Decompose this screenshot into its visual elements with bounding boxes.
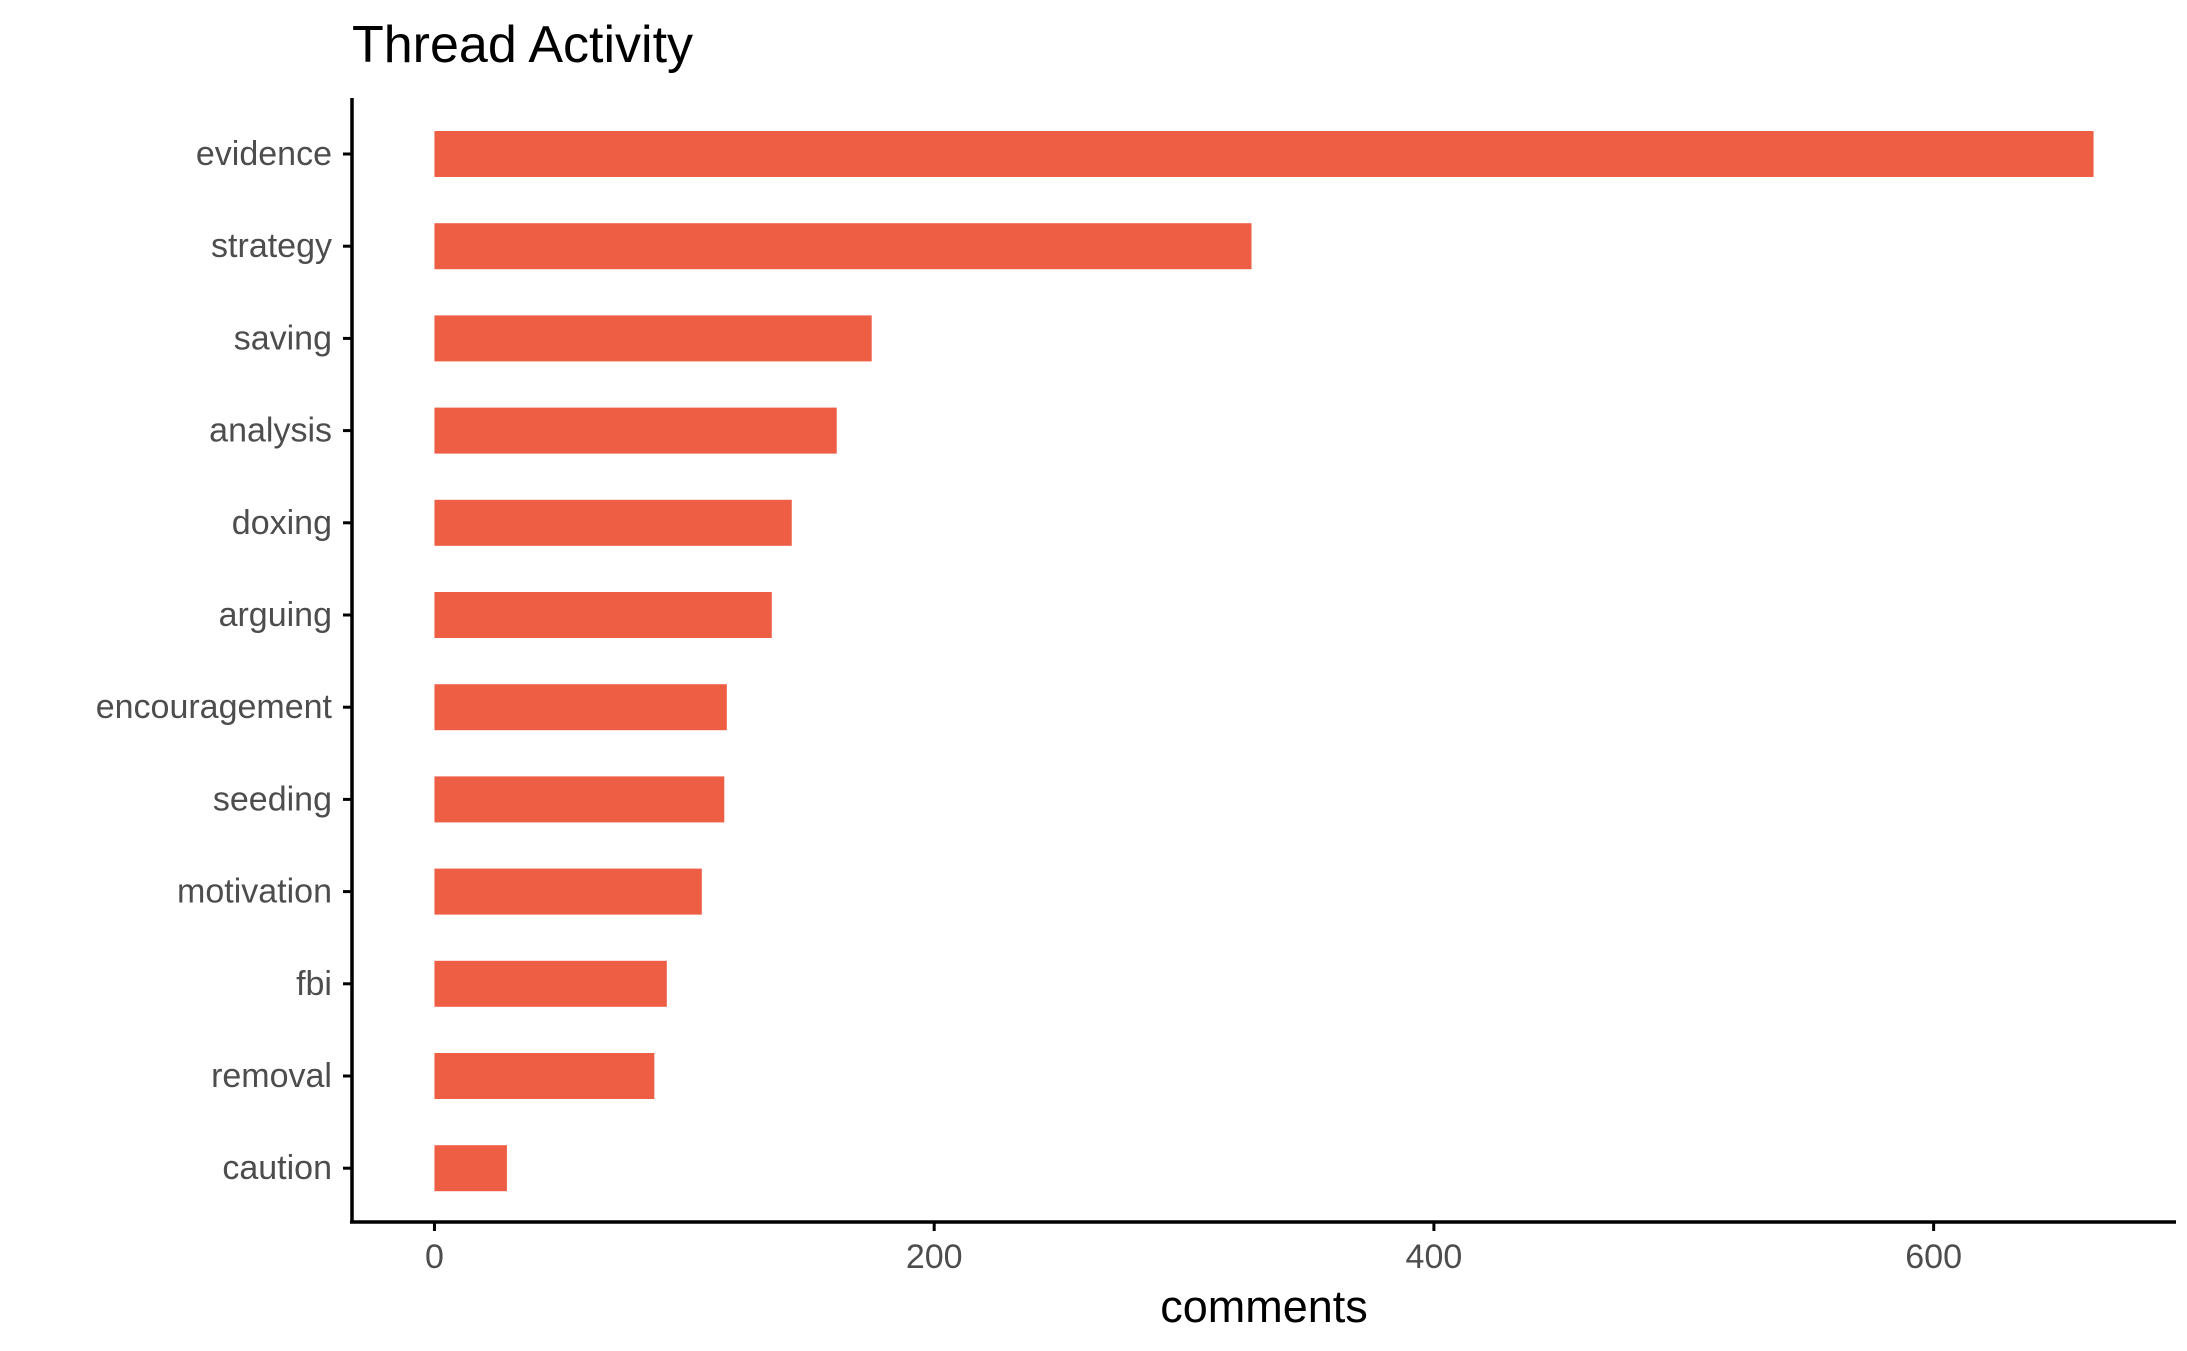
y-tick-label-doxing: doxing — [232, 504, 332, 542]
x-axis-title: comments — [1160, 1281, 1368, 1332]
y-tick-label-motivation: motivation — [177, 873, 332, 911]
chart-title: Thread Activity — [352, 16, 693, 74]
y-tick-label-saving: saving — [234, 319, 332, 357]
bar-strategy — [434, 223, 1252, 270]
y-tick-label-encouragement: encouragement — [96, 688, 333, 726]
bar-arguing — [434, 592, 772, 638]
x-tick-label-400: 400 — [1406, 1238, 1463, 1276]
bar-evidence — [434, 131, 2094, 177]
x-tick-label-600: 600 — [1905, 1238, 1962, 1276]
x-axis: 0 200 400 600 — [350, 1220, 2176, 1276]
y-tick-label-evidence: evidence — [196, 135, 332, 173]
y-tick-label-caution: caution — [222, 1149, 332, 1187]
bar-removal — [434, 1053, 655, 1099]
bars-group — [434, 131, 2094, 1192]
bar-caution — [434, 1145, 507, 1192]
bar-saving — [434, 315, 872, 362]
y-axis: evidence strategy saving analysis doxing argu… — [96, 98, 354, 1222]
y-tick-label-arguing: arguing — [219, 596, 332, 634]
y-tick-label-removal: removal — [211, 1057, 332, 1095]
bar-analysis — [434, 407, 837, 454]
bar-encouragement — [434, 684, 727, 731]
y-tick-label-strategy: strategy — [211, 227, 332, 265]
y-tick-label-analysis: analysis — [209, 412, 332, 450]
bar-seeding — [434, 776, 725, 823]
bar-motivation — [434, 868, 702, 915]
y-tick-label-seeding: seeding — [213, 780, 332, 818]
x-tick-label-200: 200 — [906, 1238, 963, 1276]
y-tick-label-fbi: fbi — [296, 965, 332, 1003]
bar-fbi — [434, 960, 667, 1007]
bar-doxing — [434, 499, 792, 546]
x-tick-label-0: 0 — [425, 1238, 444, 1276]
